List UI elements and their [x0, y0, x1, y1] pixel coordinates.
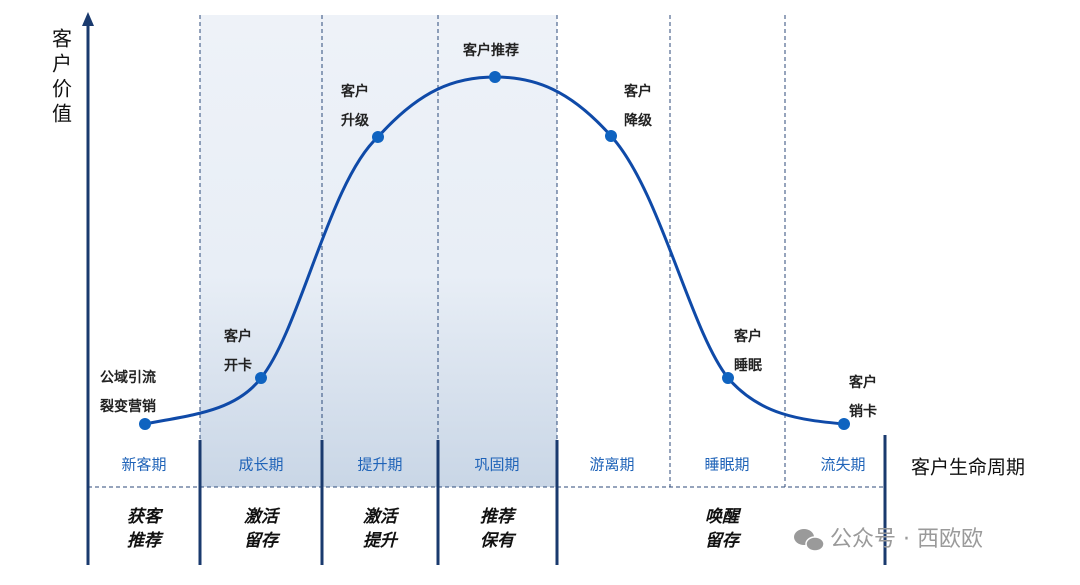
curve-point [255, 372, 267, 384]
phase-label: 睡眠期 [704, 456, 749, 474]
point-label: 客户 [733, 328, 762, 345]
highlight-band [200, 15, 557, 487]
curve-point [605, 130, 617, 142]
phase-label: 提升期 [357, 456, 402, 474]
point-label: 睡眠 [734, 358, 762, 374]
y-axis-label: 客 [52, 27, 72, 51]
curve-point [838, 418, 850, 430]
point-label: 降级 [624, 112, 653, 129]
strategy-label: 留存 [244, 531, 281, 551]
y-axis-label: 价 [52, 77, 72, 101]
strategy-label: 推荐 [480, 507, 517, 527]
point-label: 开卡 [224, 357, 252, 374]
dividers [88, 15, 885, 488]
y-axis-label: 户 [52, 52, 72, 76]
point-label: 客户 [848, 374, 877, 391]
point-label: 客户 [223, 328, 252, 345]
point-label: 裂变营销 [99, 398, 156, 415]
x-axis-label: 客户生命周期 [911, 457, 1025, 479]
strategy-label: 唤醒 [705, 507, 742, 527]
strategy-label: 推荐 [127, 531, 164, 551]
point-label: 客户推荐 [462, 42, 519, 59]
curve-point [722, 372, 734, 384]
phase-label: 成长期 [238, 456, 283, 474]
phase-label: 流失期 [820, 456, 865, 474]
phase-label: 巩固期 [474, 456, 519, 474]
point-label: 公域引流 [100, 369, 156, 386]
strategy-label: 提升 [363, 531, 399, 551]
curve-point [489, 71, 501, 83]
point-label: 客户 [623, 83, 652, 100]
curve-point [139, 418, 151, 430]
point-label: 升级 [341, 112, 370, 129]
y-axis-label: 值 [52, 102, 72, 126]
phase-label: 游离期 [589, 456, 634, 474]
strategy-label: 激活 [363, 507, 400, 527]
strategy-label: 获客 [127, 507, 164, 527]
point-label: 销卡 [849, 403, 877, 420]
point-label: 客户 [340, 83, 369, 100]
strategy-label: 留存 [705, 531, 742, 551]
strategy-label: 激活 [244, 507, 281, 527]
section-lines [198, 435, 887, 565]
y-axis-arrow [82, 12, 94, 26]
curve-point [372, 131, 384, 143]
phase-label: 新客期 [121, 456, 166, 474]
strategy-label: 保有 [480, 531, 517, 551]
watermark: 公众号 · 西欧欧 [830, 527, 983, 552]
wechat-icon [794, 529, 825, 552]
